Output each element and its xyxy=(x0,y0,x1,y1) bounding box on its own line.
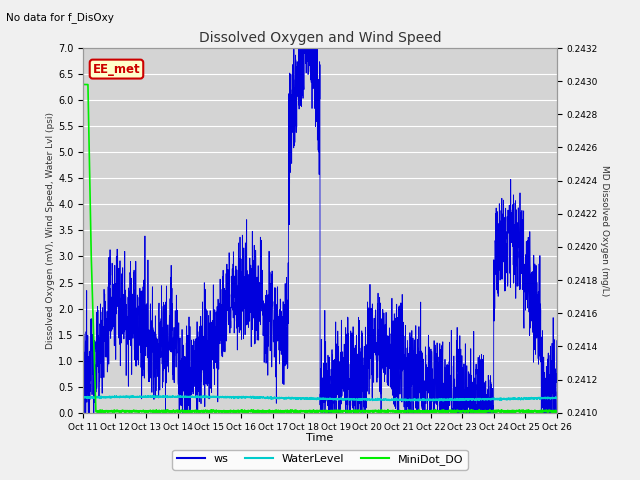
Line: WaterLevel: WaterLevel xyxy=(83,396,557,401)
WaterLevel xyxy=(133,394,141,399)
WaterLevel xyxy=(79,394,87,400)
Title: Dissolved Oxygen and Wind Speed: Dissolved Oxygen and Wind Speed xyxy=(198,32,442,46)
MiniDot_DO xyxy=(162,410,170,416)
Text: EE_met: EE_met xyxy=(93,62,140,75)
ws xyxy=(134,292,141,298)
X-axis label: Time: Time xyxy=(307,433,333,443)
MiniDot_DO xyxy=(154,410,162,416)
Line: ws: ws xyxy=(83,48,557,413)
Y-axis label: Dissolved Oxygen (mV), Wind Speed, Water Lvl (psi): Dissolved Oxygen (mV), Wind Speed, Water… xyxy=(46,112,55,349)
MiniDot_DO xyxy=(282,408,289,414)
ws xyxy=(282,343,289,349)
WaterLevel xyxy=(154,393,161,398)
ws xyxy=(81,410,89,416)
WaterLevel xyxy=(261,396,269,401)
ws xyxy=(553,338,561,344)
ws xyxy=(493,287,500,293)
ws xyxy=(79,388,87,394)
MiniDot_DO xyxy=(553,408,561,414)
ws xyxy=(544,410,552,416)
ws xyxy=(261,300,269,306)
WaterLevel xyxy=(282,396,289,401)
Y-axis label: MD Dissolved Oxygen (mg/L): MD Dissolved Oxygen (mg/L) xyxy=(600,165,609,296)
Text: No data for f_DisOxy: No data for f_DisOxy xyxy=(6,12,115,23)
MiniDot_DO xyxy=(79,82,87,87)
ws xyxy=(290,45,298,51)
ws xyxy=(162,410,170,416)
MiniDot_DO xyxy=(261,408,269,414)
WaterLevel xyxy=(553,396,561,401)
MiniDot_DO xyxy=(493,409,500,415)
WaterLevel xyxy=(544,395,552,400)
Legend: ws, WaterLevel, MiniDot_DO: ws, WaterLevel, MiniDot_DO xyxy=(172,450,468,469)
WaterLevel xyxy=(407,398,415,404)
MiniDot_DO xyxy=(544,408,552,414)
WaterLevel xyxy=(162,394,170,399)
MiniDot_DO xyxy=(133,408,141,414)
Line: MiniDot_DO: MiniDot_DO xyxy=(83,84,557,413)
WaterLevel xyxy=(493,396,500,401)
